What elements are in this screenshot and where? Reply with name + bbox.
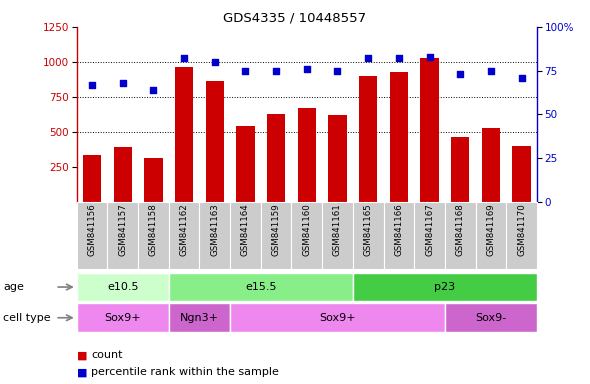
Bar — [389, 71, 408, 202]
Bar — [353, 273, 537, 301]
Bar — [169, 303, 230, 332]
Point — [210, 59, 219, 65]
Point — [333, 68, 342, 74]
Bar — [445, 202, 476, 269]
Text: GSM841157: GSM841157 — [118, 204, 127, 257]
Point — [455, 71, 465, 77]
Text: GDS4335 / 10448557: GDS4335 / 10448557 — [224, 12, 366, 25]
Text: ■: ■ — [77, 350, 91, 360]
Text: GSM841164: GSM841164 — [241, 204, 250, 257]
Point — [149, 87, 158, 93]
Text: GSM841156: GSM841156 — [87, 204, 97, 257]
Bar — [506, 202, 537, 269]
Point — [394, 55, 404, 61]
Text: ■: ■ — [77, 367, 91, 377]
Bar — [359, 76, 378, 202]
Text: GSM841166: GSM841166 — [394, 204, 404, 257]
Bar — [445, 303, 537, 332]
Bar — [230, 303, 445, 332]
Bar — [353, 202, 384, 269]
Text: percentile rank within the sample: percentile rank within the sample — [91, 367, 279, 377]
Text: GSM841167: GSM841167 — [425, 204, 434, 257]
Point — [271, 68, 281, 74]
Bar — [205, 81, 224, 202]
Bar — [83, 156, 101, 202]
Bar — [175, 68, 194, 202]
Text: GSM841162: GSM841162 — [179, 204, 189, 257]
Text: GSM841169: GSM841169 — [486, 204, 496, 256]
Bar — [328, 115, 347, 202]
Point — [179, 55, 189, 61]
Bar — [113, 147, 132, 202]
Text: Sox9-: Sox9- — [476, 313, 506, 323]
Text: count: count — [91, 350, 123, 360]
Bar — [144, 158, 163, 202]
Bar — [199, 202, 230, 269]
Bar — [322, 202, 353, 269]
Text: GSM841168: GSM841168 — [455, 204, 465, 257]
Bar — [107, 202, 138, 269]
Bar — [481, 127, 500, 202]
Bar — [414, 202, 445, 269]
Bar — [77, 273, 169, 301]
Bar — [230, 202, 261, 269]
Bar — [261, 202, 291, 269]
Text: GSM841161: GSM841161 — [333, 204, 342, 257]
Point — [425, 53, 434, 60]
Text: e15.5: e15.5 — [245, 282, 277, 292]
Text: e10.5: e10.5 — [107, 282, 139, 292]
Point — [486, 68, 496, 74]
Point — [302, 66, 312, 72]
Bar — [138, 202, 169, 269]
Text: cell type: cell type — [3, 313, 51, 323]
Point — [241, 68, 250, 74]
Text: GSM841170: GSM841170 — [517, 204, 526, 257]
Text: GSM841158: GSM841158 — [149, 204, 158, 257]
Text: Sox9+: Sox9+ — [104, 313, 141, 323]
Bar — [236, 126, 255, 202]
Text: GSM841159: GSM841159 — [271, 204, 281, 256]
Bar — [77, 202, 107, 269]
Text: Sox9+: Sox9+ — [319, 313, 356, 323]
Text: GSM841165: GSM841165 — [363, 204, 373, 257]
Bar — [267, 114, 286, 202]
Point — [118, 80, 127, 86]
Bar — [297, 108, 316, 202]
Bar — [384, 202, 414, 269]
Text: Ngn3+: Ngn3+ — [180, 313, 219, 323]
Text: age: age — [3, 282, 24, 292]
Point — [87, 81, 97, 88]
Bar — [169, 202, 199, 269]
Bar — [77, 303, 169, 332]
Bar — [512, 146, 531, 202]
Point — [517, 74, 526, 81]
Bar — [451, 137, 470, 202]
Text: GSM841163: GSM841163 — [210, 204, 219, 257]
Bar — [420, 58, 439, 202]
Text: GSM841160: GSM841160 — [302, 204, 312, 257]
Bar — [169, 273, 353, 301]
Bar — [476, 202, 506, 269]
Bar — [291, 202, 322, 269]
Text: p23: p23 — [434, 282, 455, 292]
Point — [363, 55, 373, 61]
